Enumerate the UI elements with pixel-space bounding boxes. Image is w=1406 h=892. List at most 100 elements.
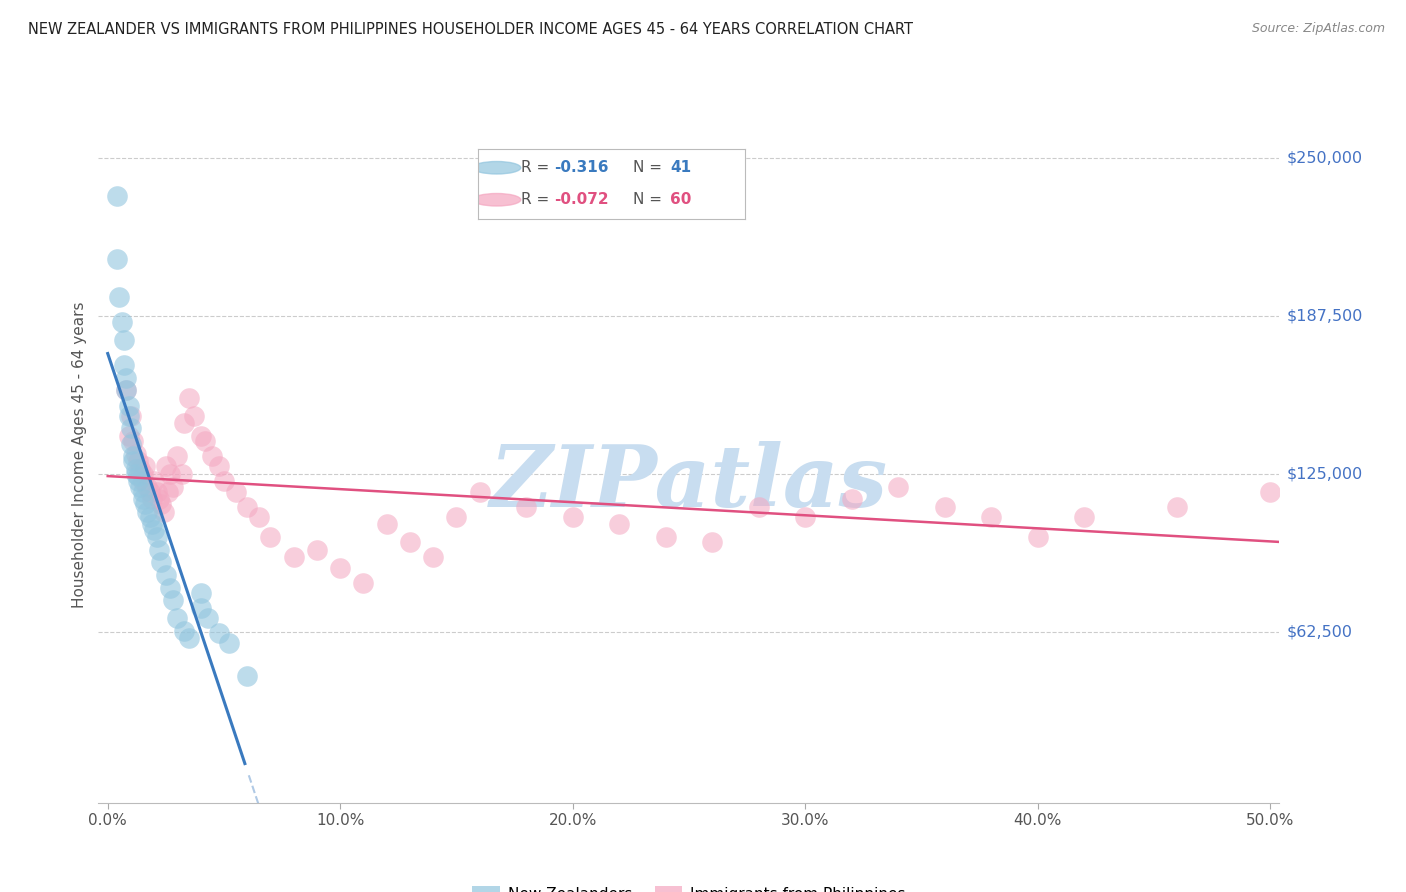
Point [236,500,259,514]
Point [143,523,166,537]
Point [120,409,142,423]
Point [138,509,160,524]
Point [117,409,139,423]
Text: -0.316: -0.316 [554,161,609,175]
Point [194,434,217,448]
Point [152,505,174,519]
Point [127,475,149,489]
Point [561,509,583,524]
Point [155,568,177,582]
Point [247,509,270,524]
Text: R =: R = [520,193,554,207]
Point [162,593,184,607]
Point [138,484,160,499]
Point [208,626,231,640]
Point [468,484,491,499]
Text: -0.072: -0.072 [554,193,609,207]
Text: R =: R = [520,161,554,175]
Point [122,434,145,448]
Point [148,492,170,507]
Point [117,429,139,443]
Point [141,492,163,507]
Legend: New Zealanders, Immigrants from Philippines: New Zealanders, Immigrants from Philippi… [467,880,911,892]
Point [157,484,180,499]
Point [131,492,153,507]
Point [887,479,910,493]
Point [399,535,422,549]
Point [155,459,177,474]
Point [172,467,194,481]
Point [131,475,153,489]
Point [177,632,200,646]
Point [105,252,128,266]
Point [197,611,219,625]
Text: 41: 41 [671,161,692,175]
Point [162,479,184,493]
Circle shape [472,161,520,174]
Point [212,475,235,489]
Point [190,586,212,600]
Text: N =: N = [633,193,666,207]
Text: $125,000: $125,000 [1286,467,1362,482]
Point [143,475,166,489]
Point [148,542,170,557]
Point [375,517,398,532]
Point [794,509,817,524]
Point [105,188,128,202]
Point [136,479,159,493]
Circle shape [472,194,520,206]
Point [134,459,156,474]
Point [131,484,153,499]
Point [112,358,135,372]
Point [150,497,173,511]
Text: ZIPatlas: ZIPatlas [489,441,889,524]
Point [129,462,152,476]
Point [115,384,138,398]
Point [422,550,444,565]
Point [225,484,247,499]
Text: NEW ZEALANDER VS IMMIGRANTS FROM PHILIPPINES HOUSEHOLDER INCOME AGES 45 - 64 YEA: NEW ZEALANDER VS IMMIGRANTS FROM PHILIPP… [28,22,912,37]
Point [150,556,173,570]
Point [173,417,195,431]
Point [980,509,1002,524]
Point [515,500,537,514]
Point [141,517,163,532]
Point [115,370,138,384]
Point [201,449,224,463]
Point [129,479,152,493]
Point [120,421,142,435]
Point [122,454,145,468]
Point [127,454,149,468]
Point [159,581,181,595]
Point [177,391,200,405]
Point [145,484,167,499]
Point [353,575,375,590]
Point [841,492,863,507]
Point [134,497,156,511]
Point [1166,500,1188,514]
Point [654,530,676,544]
Text: $187,500: $187,500 [1286,309,1362,323]
Point [166,449,188,463]
Point [124,462,146,476]
Point [748,500,770,514]
Point [173,624,195,638]
Point [236,669,259,683]
Point [218,636,240,650]
Point [120,436,142,450]
Point [1258,484,1281,499]
Text: N =: N = [633,161,666,175]
Point [283,550,305,565]
Point [329,560,352,574]
Point [305,542,328,557]
Point [208,459,231,474]
Point [115,384,138,398]
Point [934,500,956,514]
Point [446,509,468,524]
Point [1073,509,1095,524]
Text: $62,500: $62,500 [1286,624,1353,640]
Point [259,530,281,544]
Text: Source: ZipAtlas.com: Source: ZipAtlas.com [1251,22,1385,36]
Point [190,601,212,615]
Point [183,409,205,423]
